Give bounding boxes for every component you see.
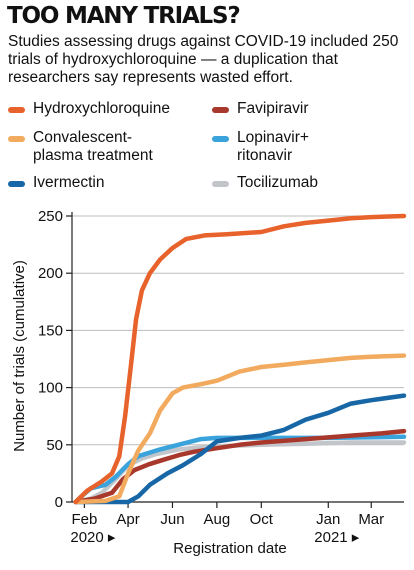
legend-swatch — [8, 136, 25, 142]
x-tick-label: Aug — [204, 511, 231, 528]
x-tick-year-label: 2020 ▸ — [70, 529, 116, 546]
x-tick-label: Feb — [71, 511, 97, 528]
legend-label: Ivermectin — [33, 174, 105, 191]
legend-swatch — [212, 181, 229, 187]
series-lines — [73, 213, 407, 505]
chart-title: TOO MANY TRIALS? — [7, 3, 241, 29]
legend-label: Convalescent- plasma treatment — [33, 129, 153, 164]
series-line-favipiravir — [73, 428, 407, 505]
legend-swatch — [212, 107, 229, 113]
y-tick-label: 100 — [38, 380, 63, 397]
x-tick-label: Jan — [316, 511, 340, 528]
x-axis-label: Registration date — [173, 540, 286, 557]
y-axis-label: Number of trials (cumulative) — [11, 260, 28, 452]
legend-item-lopinavir-ritonavir: Lopinavir+ ritonavir — [212, 129, 309, 165]
series-line-hydroxychloroquine — [73, 213, 407, 505]
x-tick-label: Mar — [358, 511, 384, 528]
series-line-ivermectin — [73, 393, 407, 505]
x-tick-label: Oct — [250, 511, 274, 528]
y-axis: 0 50 100 150 200 250 — [38, 208, 73, 511]
legend-label: Favipiravir — [237, 100, 309, 117]
legend-label: Tocilizumab — [237, 174, 318, 191]
series-line-convalescent-plasma-treatment — [73, 353, 407, 505]
y-tick-label: 50 — [46, 437, 63, 454]
y-tick-label: 0 — [55, 494, 63, 511]
x-tick-year-label: 2021 ▸ — [314, 529, 360, 546]
legend-item-ivermectin: Ivermectin — [8, 174, 105, 192]
y-tick-label: 200 — [38, 265, 63, 282]
gridlines — [72, 215, 404, 446]
y-tick-label: 150 — [38, 322, 63, 339]
legend-item-favipiravir: Favipiravir — [212, 100, 308, 118]
legend-swatch — [8, 181, 25, 187]
legend-swatch — [212, 136, 229, 142]
y-tick-label: 250 — [38, 208, 63, 225]
chart-subtitle: Studies assessing drugs against COVID-19… — [8, 33, 399, 86]
legend-label: Hydroxychloroquine — [33, 100, 170, 117]
series-line-tocilizumab — [73, 440, 407, 505]
legend-item-convalescent-plasma: Convalescent- plasma treatment — [8, 129, 153, 165]
x-tick-label: Jun — [160, 511, 184, 528]
legend-label: Lopinavir+ ritonavir — [237, 129, 309, 164]
legend-swatch — [8, 107, 25, 113]
legend-item-hydroxychloroquine: Hydroxychloroquine — [8, 100, 170, 118]
legend-item-tocilizumab: Tocilizumab — [212, 174, 318, 192]
x-tick-label: Apr — [116, 511, 139, 528]
legend: Hydroxychloroquine Favipiravir Convalesc… — [0, 96, 414, 196]
